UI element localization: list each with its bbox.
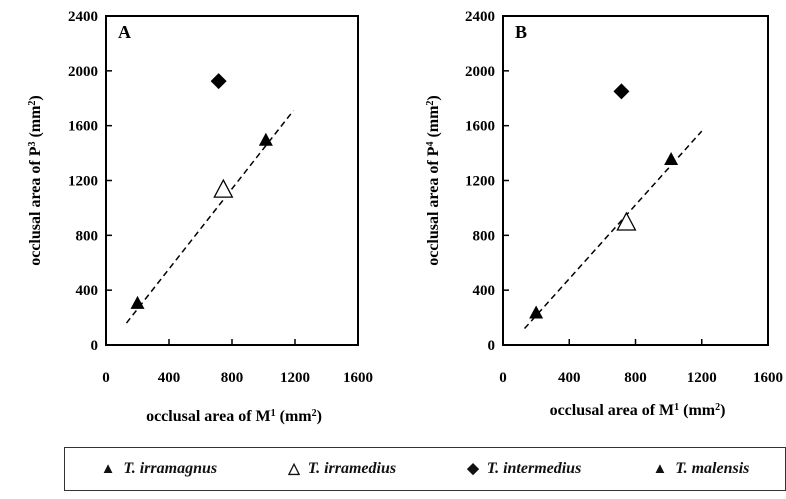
x-tick-label: 400 [558,370,581,386]
y-tick-label: 1200 [68,174,98,190]
data-point-filled-triangle [258,132,273,146]
x-axis-title: occlusal area of M1 (mm2) [146,408,322,426]
legend-label-irramagnus: T. irramagnus [123,460,218,477]
panel-label: A [118,22,131,42]
data-point-open-triangle [213,178,234,198]
trendline [125,110,295,324]
panel-label: B [515,22,527,42]
y-tick-label: 1600 [68,119,98,135]
x-tick-label: 1600 [753,370,783,386]
x-tick-label: 1200 [280,370,310,386]
data-point-filled-diamond [613,83,630,100]
data-point-filled-triangle [130,295,145,309]
y-tick-label: 400 [473,283,496,299]
y-tick-label: 400 [76,283,99,299]
filled-triangle-icon: ▲ [100,460,116,477]
data-point-filled-triangle [664,151,679,165]
panel-a: A 0 400 800 1200 1600 2000 2400 0 400 800 1200 1600 o… [27,9,374,425]
legend-item-intermedius: ◆ T. intermedius [467,460,581,478]
y-tick-label: 800 [76,228,99,244]
x-tick-label: 800 [221,370,244,386]
legend-item-irramedius: △ T. irramedius [288,460,396,478]
panel-b: B 0 400 800 1200 1600 2000 2400 0 400 800 1200 1600 o… [425,9,784,419]
legend-label-irramedius: T. irramedius [307,460,397,477]
y-tick-label: 1200 [465,174,495,190]
y-tick-label: 2000 [68,64,98,80]
y-tick-label: 0 [91,338,99,354]
x-tick-label: 1200 [687,370,717,386]
open-triangle-icon: △ [288,460,300,477]
data-point-filled-triangle [529,305,544,319]
y-tick-label: 2400 [68,9,98,25]
filled-triangle-icon: ▲ [652,460,668,477]
y-tick-label: 1600 [465,119,495,135]
legend-item-irramagnus: ▲ T. irramagnus [101,460,218,478]
y-tick-label: 2000 [465,64,495,80]
data-point-filled-diamond [210,73,227,90]
x-tick-label: 400 [158,370,181,386]
y-axis-title: occlusal area of P3 (mm2) [27,95,45,266]
y-axis-title: occlusal area of P4 (mm2) [425,95,443,266]
plot-frame [502,15,769,346]
x-axis-title: occlusal area of M1 (mm2) [550,402,726,420]
legend: ▲ T. irramagnus △ T. irramedius ◆ T. int… [64,447,786,491]
x-tick-label: 0 [102,370,110,386]
y-tick-label: 0 [488,338,496,354]
x-tick-label: 800 [624,370,647,386]
legend-item-malensis: ▲ T. malensis [652,460,749,478]
data-point-open-triangle [616,211,637,231]
plot-frame [105,15,359,346]
x-tick-label: 1600 [343,370,373,386]
filled-diamond-icon: ◆ [467,460,479,477]
legend-label-intermedius: T. intermedius [486,460,582,477]
legend-label-malensis: T. malensis [675,460,750,477]
y-tick-label: 2400 [465,9,495,25]
y-tick-label: 800 [473,228,496,244]
x-tick-label: 0 [499,370,507,386]
